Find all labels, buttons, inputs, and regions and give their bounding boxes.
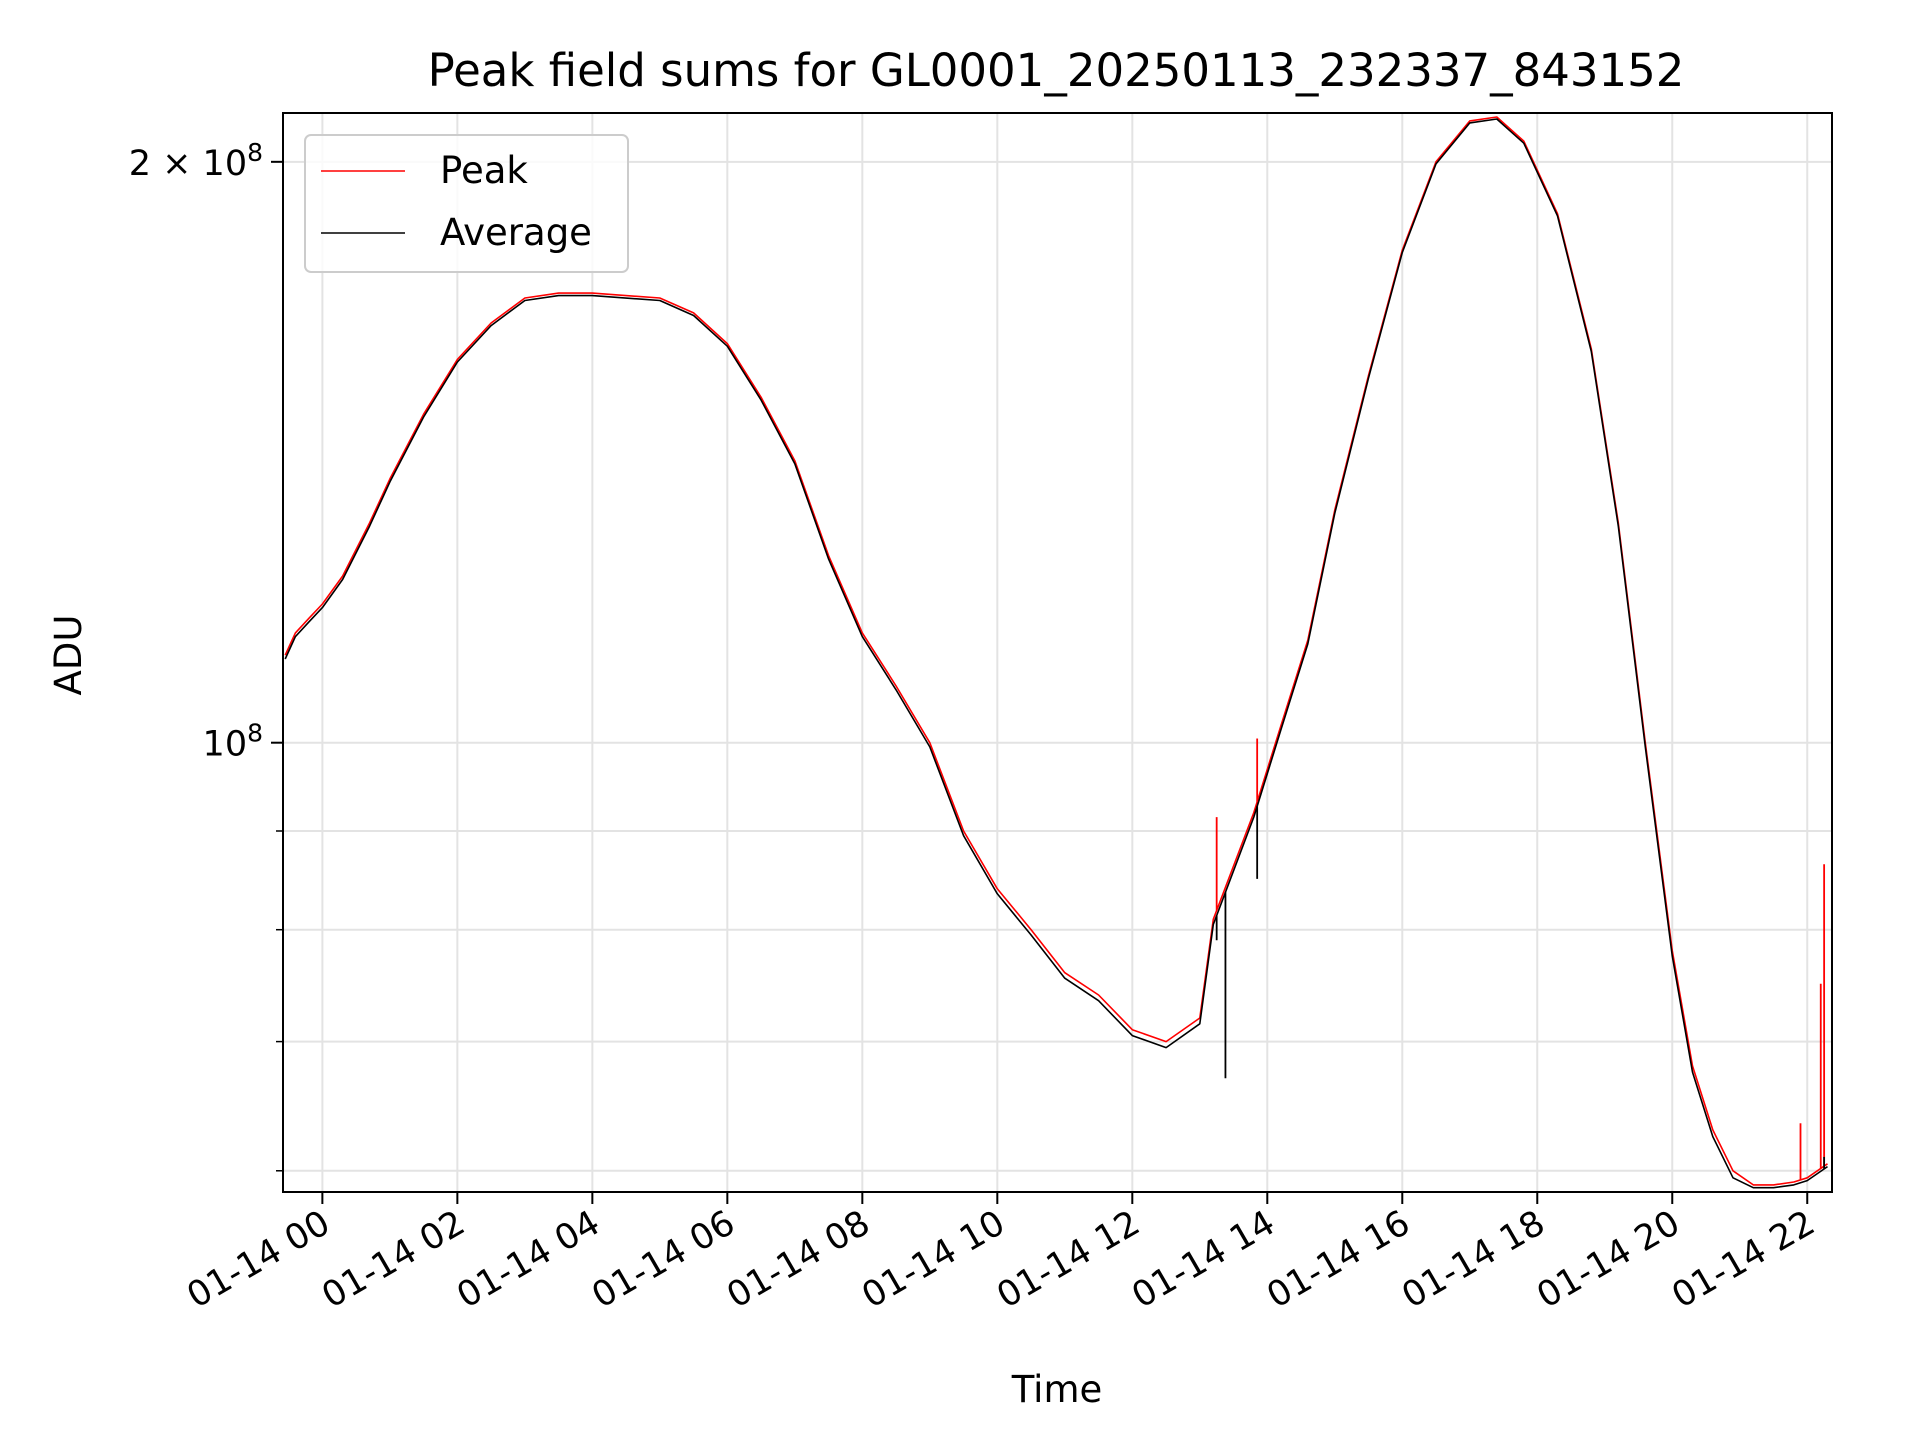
legend: Peak Average: [304, 134, 629, 273]
y-tick-label: 2 × 108: [129, 138, 263, 184]
legend-label-peak: Peak: [440, 149, 528, 192]
x-axis-label: Time: [1011, 1368, 1103, 1411]
plot-lines: [284, 116, 1828, 1189]
y-axis-label: ADU: [47, 615, 90, 696]
legend-label-average: Average: [440, 211, 592, 254]
plot-frame: [282, 112, 1833, 1193]
series-line-average: [284, 118, 1828, 1189]
y-tick-label: 108: [203, 719, 263, 765]
chart-title: Peak field sums for GL0001_20250113_2323…: [428, 44, 1685, 97]
y-ticks: 2 × 108 108: [129, 138, 283, 1172]
legend-box: [304, 134, 629, 273]
